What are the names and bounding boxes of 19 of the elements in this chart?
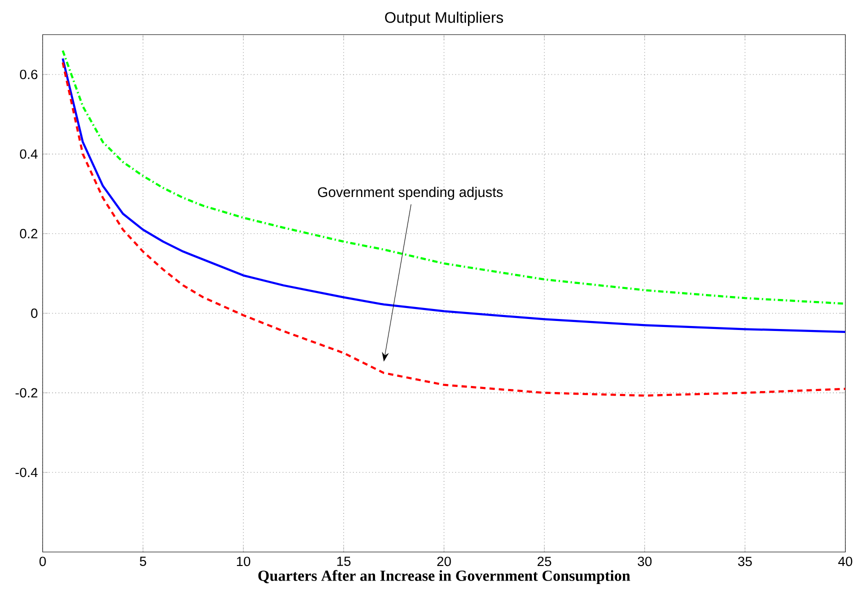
x-tick-label: 20: [437, 556, 451, 566]
y-tick-label: 0.4: [20, 149, 38, 159]
y-tick-label: -0.2: [16, 388, 38, 398]
x-tick-label: 35: [738, 556, 752, 566]
x-tick-label: 10: [236, 556, 250, 566]
x-axis-title: Quarters After an Increase in Government Consumption: [258, 570, 630, 584]
x-tick-label: 30: [638, 556, 652, 566]
x-tick-label: 25: [538, 556, 552, 566]
annotation: Government spending adjusts: [318, 186, 503, 200]
x-tick-label: 15: [337, 556, 351, 566]
x-tick-label: 40: [838, 556, 852, 566]
x-tick-label: 5: [140, 556, 146, 566]
y-tick-label: 0.2: [20, 228, 38, 238]
chart-title: Output Multipliers: [385, 12, 504, 26]
line-series: [62, 61, 846, 397]
x-tick-label: 0: [39, 556, 46, 566]
y-tick-label: -0.4: [16, 468, 38, 477]
y-tick-label: 0: [31, 308, 38, 318]
y-tick-label: 0.6: [20, 70, 38, 80]
